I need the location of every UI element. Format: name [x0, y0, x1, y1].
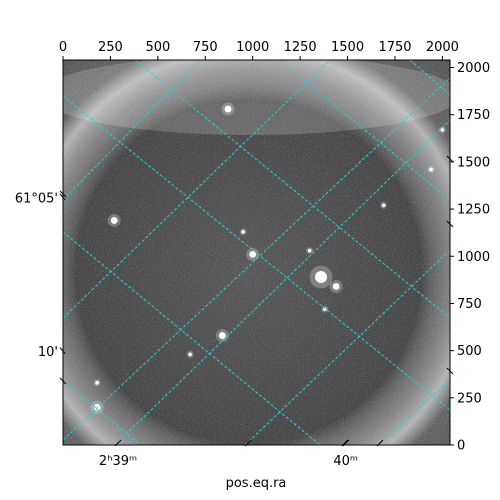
dec-tick-mark	[59, 193, 66, 201]
grid-line	[134, 60, 450, 319]
star	[93, 403, 101, 411]
ra-tick-mark	[244, 439, 252, 447]
y-tick-label: 250	[457, 391, 482, 406]
x-tick-label: 500	[145, 40, 170, 55]
dec-tick-mark	[59, 347, 66, 354]
x-axis-label: pos.eq.ra	[226, 476, 287, 491]
x-tick-label: 0	[59, 40, 67, 55]
star	[188, 352, 192, 357]
grid-line	[114, 119, 450, 445]
x-tick-label: 1750	[378, 40, 411, 55]
x-tick-label: 750	[193, 40, 218, 55]
y-tick-label: 1000	[457, 250, 490, 265]
dec-tick-mark	[59, 377, 67, 385]
star	[249, 250, 257, 258]
ra-tick-mark	[376, 439, 384, 447]
star	[218, 332, 226, 339]
grid-line	[63, 77, 450, 441]
grid-line	[244, 249, 450, 445]
dec-tick-label: 61°05'	[15, 191, 58, 206]
grid-line	[377, 379, 450, 445]
coordinate-grid	[63, 60, 450, 445]
ra-tick-label: 40ᵐ	[333, 454, 358, 469]
star	[110, 217, 118, 224]
star	[241, 229, 246, 234]
dec-tick-mark	[446, 367, 454, 375]
star-field	[90, 102, 446, 414]
world-coordinate-labels: 2ʰ39ᵐ 40ᵐ 61°05' 10'	[15, 155, 454, 469]
y-tick-label: 1250	[457, 203, 490, 218]
grid-line	[63, 60, 201, 201]
x-tick-label: 2000	[426, 40, 459, 55]
dec-tick-label: 10'	[38, 345, 58, 360]
image-area	[63, 60, 450, 445]
ra-tick-label: 2ʰ39ᵐ	[99, 454, 137, 469]
star	[332, 283, 340, 290]
grid-line	[63, 60, 331, 319]
grid-line	[409, 60, 450, 96]
grid-line	[63, 231, 321, 445]
ra-tick-mark	[341, 439, 349, 447]
y-tick-label: 2000	[457, 61, 490, 76]
y-tick-label: 0	[457, 439, 465, 454]
star	[315, 271, 327, 284]
grid-line	[63, 379, 141, 445]
star	[381, 203, 386, 208]
grid-line	[63, 95, 450, 411]
top-glow	[63, 60, 450, 135]
y-tick-label: 1750	[457, 108, 490, 123]
y-pixel-ticks: 0 250 500 750 1000 1250 1500 1750 2000	[450, 61, 490, 454]
x-tick-label: 1500	[331, 40, 364, 55]
plot-frame	[62, 59, 451, 446]
star	[440, 128, 445, 132]
star	[224, 105, 232, 113]
y-tick-label: 750	[457, 297, 482, 312]
dec-tick-mark	[446, 155, 454, 163]
dec-tick-mark	[446, 220, 454, 228]
grid-line	[279, 60, 450, 201]
x-tick-label: 1000	[236, 40, 269, 55]
star	[307, 248, 312, 253]
star	[95, 380, 99, 385]
star	[429, 167, 433, 172]
x-tick-label: 1250	[284, 40, 317, 55]
x-pixel-ticks: 0 250 500 750 1000 1250 1500 1750 2000	[59, 40, 459, 60]
y-tick-label: 1500	[457, 155, 490, 170]
flat-field-ring	[63, 60, 450, 445]
y-tick-label: 500	[457, 344, 482, 359]
dec-tick-mark	[59, 190, 67, 198]
ra-tick-mark	[114, 439, 122, 447]
x-tick-label: 250	[98, 40, 123, 55]
